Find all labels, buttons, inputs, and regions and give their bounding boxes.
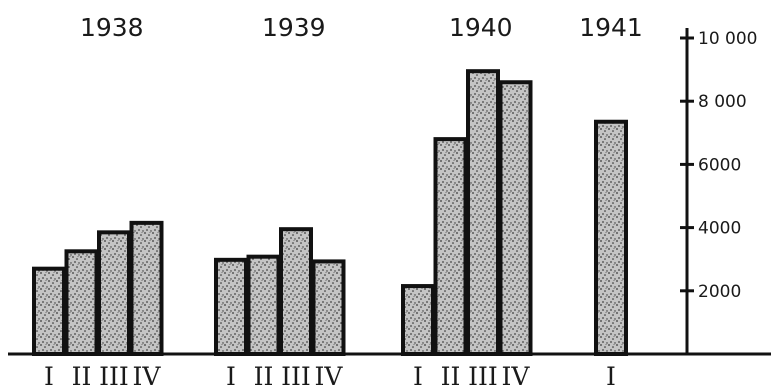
y-tick-label: 6000 [698, 155, 741, 175]
quarter-labels-layer: I II III IV I II III IV I II III IV I [44, 362, 616, 390]
quarter-label: III [468, 362, 498, 390]
year-label: 1941 [579, 13, 643, 42]
bar-1940-IV [498, 80, 533, 357]
bar-1939-I [214, 257, 248, 356]
bar-1938-IV [129, 220, 164, 356]
y-tick-label: 4000 [698, 219, 741, 239]
bar-1939-III [279, 227, 313, 356]
y-tick-label: 10 000 [698, 29, 757, 49]
bar-1938-I [32, 266, 66, 356]
bar-1938-III [97, 230, 131, 356]
quarter-label: II [441, 362, 461, 390]
quarter-label: I [226, 362, 236, 390]
quarter-label: IV [315, 362, 344, 390]
bars-layer [32, 69, 628, 357]
year-label: 1938 [80, 13, 144, 42]
quarter-label: I [44, 362, 54, 390]
year-label: 1940 [449, 13, 513, 42]
quarter-label: II [72, 362, 92, 390]
y-ticks-layer: 2000 4000 6000 8 000 10 000 [680, 29, 757, 302]
quarter-label: III [99, 362, 129, 390]
quarter-label: I [606, 362, 616, 390]
year-labels-layer: 1938 1939 1940 1941 [80, 13, 643, 42]
year-label: 1939 [262, 13, 326, 42]
bar-1939-II [246, 254, 281, 356]
quarter-label: II [254, 362, 274, 390]
bar-1938-II [64, 249, 99, 356]
quarter-label: I [413, 362, 423, 390]
quarter-label: IV [502, 362, 531, 390]
bar-1939-IV [311, 259, 346, 356]
bar-1940-I [401, 284, 435, 356]
bar-1941-I [594, 119, 628, 356]
bar-1940-III [466, 69, 500, 357]
quarter-label: IV [133, 362, 162, 390]
bar-1940-II [433, 137, 468, 356]
y-tick-label: 8 000 [698, 92, 747, 112]
quarter-label: III [281, 362, 311, 390]
y-tick-label: 2000 [698, 282, 741, 302]
